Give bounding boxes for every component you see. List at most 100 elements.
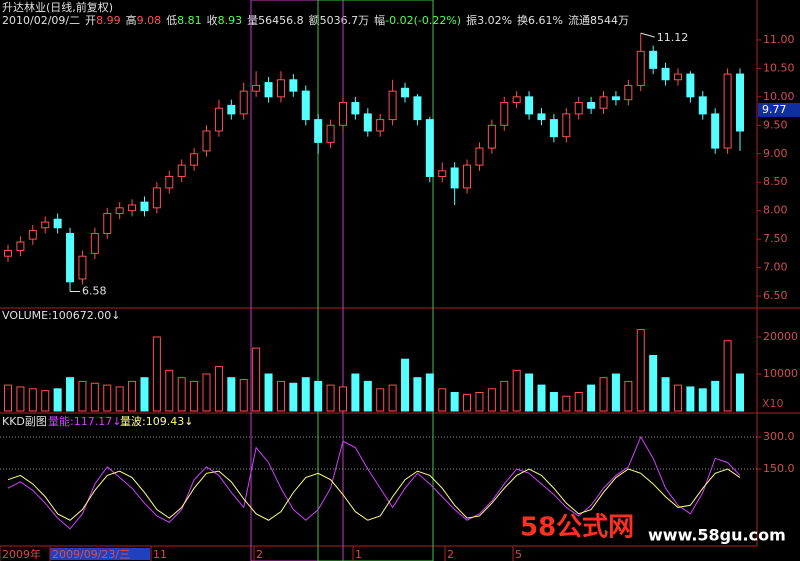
volume-bar	[475, 392, 484, 412]
candle-body	[425, 119, 434, 178]
candle-body	[413, 96, 422, 121]
candle-body	[673, 73, 682, 81]
candle-body	[574, 102, 583, 115]
candle-body	[239, 90, 248, 115]
candle-body	[103, 213, 112, 234]
volume-bar	[525, 373, 534, 412]
candle-body	[351, 102, 360, 115]
date-label: 1	[355, 548, 362, 561]
candle-body	[140, 201, 149, 212]
volume-bar	[140, 377, 149, 412]
candle-body	[28, 230, 37, 240]
date-label: 2	[447, 548, 454, 561]
y-tick-label: 7.50	[763, 232, 788, 245]
volume-bar	[152, 336, 161, 412]
quote-label: 幅	[374, 14, 385, 27]
volume-bar	[239, 379, 248, 412]
date-label: 2009/09/23/三	[52, 548, 130, 561]
candle-body	[649, 50, 658, 69]
volume-bar	[66, 377, 75, 412]
candle-body	[115, 207, 124, 215]
volume-bar	[636, 329, 645, 412]
chart-title: 升达林业(日线,前复权)	[2, 0, 113, 14]
candle-body	[475, 147, 484, 166]
volume-bar	[351, 373, 360, 412]
quote-value: 8.93	[218, 14, 243, 27]
volume-bar	[78, 380, 87, 412]
candle-body	[301, 90, 310, 121]
candle-body	[636, 50, 645, 86]
quote-label: 2010/02/09/二	[2, 14, 80, 27]
volume-bar	[401, 358, 410, 412]
volume-bar	[28, 388, 37, 412]
volume-bar	[128, 380, 137, 412]
candle-body	[376, 119, 385, 132]
candle-body	[190, 153, 199, 166]
candle-body	[661, 67, 670, 81]
y-tick-label: 10.50	[763, 61, 795, 74]
quote-value: 8544万	[590, 14, 629, 27]
volume-bar	[512, 369, 521, 412]
candle-body	[4, 250, 12, 257]
min-label: 6.58	[82, 284, 107, 297]
quote-label: 高	[126, 13, 137, 27]
volume-bar	[487, 388, 496, 412]
candle-body	[326, 124, 335, 143]
quote-line: 2010/02/09/二 开8.99 高9.08 低8.81 收8.93 量56456.8…	[2, 13, 629, 27]
candle-body	[525, 96, 534, 115]
quote-label: 额	[309, 14, 320, 27]
volume-bar	[736, 373, 744, 412]
candle-body	[214, 107, 223, 132]
candle-body	[500, 102, 509, 126]
volume-bar	[202, 373, 211, 412]
candle-body	[264, 82, 273, 98]
y-tick-label: 8.50	[763, 175, 788, 188]
date-label: 2	[256, 548, 263, 561]
volume-bar	[4, 384, 12, 412]
candle-body	[549, 119, 558, 138]
volume-bar	[115, 386, 124, 412]
volume-bar	[599, 377, 608, 412]
quote-value: 8.99	[96, 14, 121, 27]
volume-bar	[165, 369, 174, 412]
candle-body	[587, 102, 596, 109]
candle-body	[289, 79, 298, 92]
candle-body	[438, 170, 447, 178]
candle-body	[177, 164, 186, 178]
y-tick-label: 20000	[763, 330, 798, 343]
volume-bar	[301, 377, 310, 412]
y-tick-label: 10.00	[763, 90, 795, 103]
volume-bar	[587, 384, 596, 412]
y-tick-label: 150.0	[763, 462, 795, 475]
volume-bar	[363, 380, 372, 412]
legend-entry: 量能:117.17↓	[48, 414, 121, 428]
quote-label: 换	[517, 13, 528, 27]
last-price-box	[758, 102, 800, 117]
quote-label: 收	[207, 13, 218, 27]
candle-body	[512, 96, 521, 104]
volume-bar	[574, 392, 583, 412]
last-price-label: 9.77	[762, 103, 787, 116]
volume-bar	[463, 393, 472, 412]
y-tick-label: 9.00	[763, 147, 788, 160]
volume-bar	[190, 380, 199, 412]
candle-body	[450, 167, 459, 189]
candle-body	[736, 73, 744, 132]
annotation-arrow	[640, 32, 655, 38]
volume-bar	[500, 380, 509, 412]
volume-label: VOLUME:100672.00↓	[2, 309, 120, 322]
volume-bar	[711, 380, 720, 412]
candle-body	[723, 73, 732, 149]
volume-bar	[450, 392, 459, 412]
candle-body	[53, 218, 62, 229]
volume-bar	[698, 388, 707, 412]
quote-value: 6.61%	[528, 14, 563, 27]
quote-label: 振	[466, 13, 477, 27]
volume-bar	[314, 380, 323, 412]
quote-label: 流通	[568, 13, 590, 27]
volume-bar	[673, 384, 682, 412]
y-tick-label: 11.00	[763, 33, 795, 46]
candle-body	[16, 241, 25, 252]
